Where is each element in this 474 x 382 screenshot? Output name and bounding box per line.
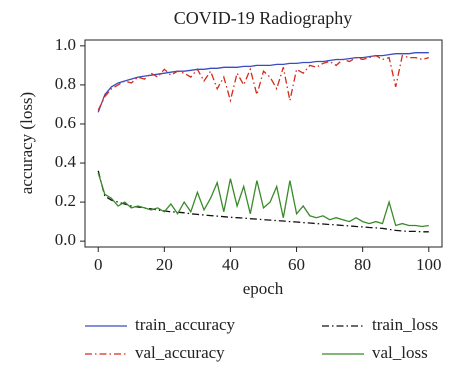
- legend-label: train_loss: [372, 315, 438, 334]
- x-tick-label: 100: [416, 255, 442, 274]
- y-tick-label: 0.6: [55, 113, 76, 132]
- legend-label: val_accuracy: [135, 343, 225, 362]
- y-axis-label: accuracy (loss): [17, 92, 36, 194]
- x-tick-label: 80: [354, 255, 371, 274]
- line-series: [97, 172, 429, 228]
- x-tick-label: 60: [288, 255, 305, 274]
- x-tick-label: 20: [156, 255, 173, 274]
- plot-frame: [84, 39, 443, 248]
- x-tick-label: 40: [222, 255, 239, 274]
- y-tick-label: 0.2: [55, 191, 76, 210]
- chart-title: COVID-19 Radiography: [174, 8, 352, 28]
- legend-label: train_accuracy: [135, 315, 236, 334]
- line-series: [97, 54, 429, 111]
- y-tick-label: 1.0: [55, 35, 76, 54]
- line-series: [97, 52, 429, 113]
- y-tick-label: 0.4: [55, 152, 77, 171]
- x-axis-label: epoch: [243, 279, 284, 298]
- y-tick-label: 0.8: [55, 74, 76, 93]
- legend-label: val_loss: [372, 343, 428, 362]
- y-tick-label: 0.0: [55, 230, 76, 249]
- x-tick-label: 0: [94, 255, 103, 274]
